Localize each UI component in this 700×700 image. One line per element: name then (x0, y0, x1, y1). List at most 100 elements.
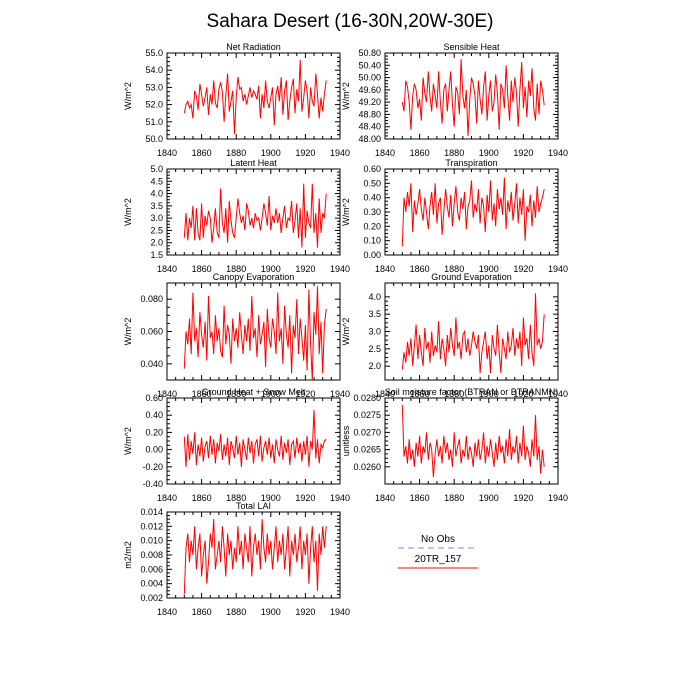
series-line (401, 177, 545, 247)
panel-title: Latent Heat (230, 158, 277, 168)
y-tick-label: 50.40 (358, 60, 381, 70)
y-tick-label: 55.0 (145, 48, 163, 58)
series-line (183, 409, 327, 467)
chart-panel-9: Total LAI 1840 1860 1880 1900 1920 1940 0.002 0.… (123, 501, 350, 617)
y-tick-label: 54.0 (145, 65, 163, 75)
series-line (183, 59, 327, 134)
series-line (183, 519, 327, 595)
y-tick-label: 2.5 (368, 344, 381, 354)
x-tick-label: 1860 (410, 493, 430, 503)
y-tick-label: 2.0 (368, 361, 381, 371)
series-line (183, 183, 327, 248)
x-tick-label: 1860 (410, 264, 430, 274)
x-tick-label: 1940 (548, 389, 568, 399)
y-tick-label: 0.010 (140, 536, 163, 546)
x-tick-label: 1880 (444, 389, 464, 399)
y-tick-label: 0.00 (145, 445, 163, 455)
x-tick-label: 1840 (157, 389, 177, 399)
x-tick-label: 1920 (295, 389, 315, 399)
x-tick-label: 1880 (444, 148, 464, 158)
x-tick-label: 1900 (479, 264, 499, 274)
y-tick-label: 50.80 (358, 48, 381, 58)
legend-model-label: 20TR_157 (415, 554, 462, 565)
y-tick-label: 0.0260 (353, 462, 381, 472)
x-tick-label: 1940 (548, 493, 568, 503)
y-tick-label: -0.40 (142, 479, 163, 489)
x-tick-label: 1840 (375, 264, 395, 274)
y-tick-label: 2.5 (150, 225, 163, 235)
x-tick-label: 1880 (226, 148, 246, 158)
y-tick-label: 0.002 (140, 593, 163, 603)
panel-title: Net Radiation (226, 42, 281, 52)
y-tick-label: 3.0 (150, 213, 163, 223)
x-tick-label: 1900 (261, 607, 281, 617)
y-axis-label: W/m^2 (123, 318, 133, 346)
panel-title: Sensible Heat (443, 42, 500, 52)
y-tick-label: 49.20 (358, 97, 381, 107)
figure-title: Sahara Desert (16-30N,20W-30E) (207, 11, 494, 32)
y-tick-label: 50.00 (358, 73, 381, 83)
x-tick-label: 1940 (548, 264, 568, 274)
x-tick-label: 1840 (157, 264, 177, 274)
y-tick-label: 0.0265 (353, 445, 381, 455)
chart-panel-3: Latent Heat 1840 1860 1880 1900 1920 1940 1.5 2.… (123, 158, 350, 274)
y-tick-label: 0.008 (140, 550, 163, 560)
series-line (401, 59, 545, 136)
y-axis-label: unitless (341, 425, 351, 456)
y-tick-label: 0.080 (140, 294, 163, 304)
x-tick-label: 1880 (444, 493, 464, 503)
panel-title: Ground Heat + Snow Melt (202, 387, 306, 397)
x-tick-label: 1900 (261, 264, 281, 274)
y-tick-label: 0.20 (145, 427, 163, 437)
x-tick-label: 1940 (330, 607, 350, 617)
y-tick-label: 0.30 (363, 207, 381, 217)
y-tick-label: 0.060 (140, 327, 163, 337)
x-tick-label: 1880 (444, 264, 464, 274)
y-axis-label: W/m^2 (341, 82, 351, 110)
panel-title: Total LAI (236, 501, 271, 511)
x-tick-label: 1860 (192, 607, 212, 617)
x-tick-label: 1920 (513, 148, 533, 158)
x-tick-label: 1920 (513, 493, 533, 503)
chart-panel-2: Sensible Heat 1840 1860 1880 1900 1920 1940 48.… (341, 42, 568, 158)
x-tick-label: 1860 (192, 264, 212, 274)
y-tick-label: 0.60 (145, 393, 163, 403)
legend: No Obs 20TR_157 (398, 534, 478, 569)
x-tick-label: 1860 (192, 148, 212, 158)
x-tick-label: 1860 (410, 148, 430, 158)
y-tick-label: 0.012 (140, 521, 163, 531)
x-tick-label: 1920 (295, 148, 315, 158)
x-tick-label: 1880 (226, 493, 246, 503)
y-tick-label: 0.0270 (353, 427, 381, 437)
y-tick-label: 48.00 (358, 134, 381, 144)
y-tick-label: 3.5 (150, 201, 163, 211)
x-tick-label: 1840 (375, 493, 395, 503)
x-tick-label: 1880 (226, 264, 246, 274)
x-tick-label: 1880 (226, 389, 246, 399)
y-tick-label: 4.0 (368, 292, 381, 302)
chart-panel-1: Net Radiation 1840 1860 1880 1900 1920 1940 50.… (123, 42, 350, 158)
y-tick-label: 0.10 (363, 236, 381, 246)
y-tick-label: 48.80 (358, 109, 381, 119)
series-line (183, 286, 327, 381)
y-tick-label: 0.0280 (353, 393, 381, 403)
y-tick-label: 51.0 (145, 117, 163, 127)
x-tick-label: 1920 (295, 264, 315, 274)
panels-group: Net Radiation 1840 1860 1880 1900 1920 1940 50.… (123, 42, 568, 617)
x-tick-label: 1900 (479, 493, 499, 503)
x-tick-label: 1940 (548, 148, 568, 158)
plot-frame (384, 282, 559, 381)
y-tick-label: 0.00 (363, 250, 381, 260)
chart-panel-4: Transpiration 1840 1860 1880 1900 1920 1940 0.0… (341, 158, 568, 274)
y-tick-label: 50.0 (145, 134, 163, 144)
series-line (401, 404, 545, 478)
x-tick-label: 1860 (192, 493, 212, 503)
x-tick-label: 1840 (157, 148, 177, 158)
x-tick-label: 1920 (513, 264, 533, 274)
panel-title: Transpiration (445, 158, 497, 168)
x-tick-label: 1900 (479, 389, 499, 399)
x-tick-label: 1840 (375, 148, 395, 158)
y-axis-label: m2/m2 (123, 541, 133, 569)
x-tick-label: 1900 (479, 148, 499, 158)
y-tick-label: 1.5 (150, 250, 163, 260)
